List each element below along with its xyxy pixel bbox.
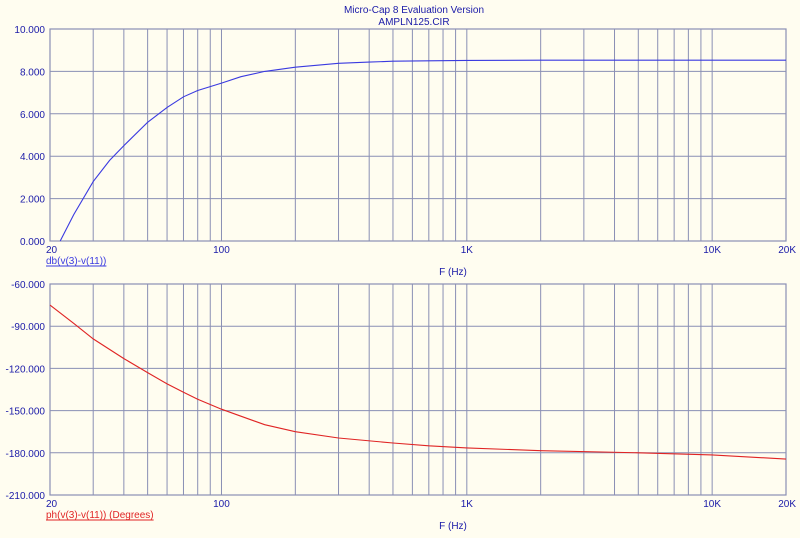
y-tick-label: -60.000 xyxy=(11,280,45,291)
x-axis-label: F (Hz) xyxy=(439,521,467,532)
series-line xyxy=(49,304,787,460)
y-tick-label: -180.000 xyxy=(6,449,46,460)
x-tick-label: 20K xyxy=(778,499,796,510)
y-tick-label: 0.000 xyxy=(20,237,45,248)
y-tick-label: -150.000 xyxy=(6,407,46,418)
plot-panels: 0.000 2.000 4.000 6.000 8.000 10.000 20 100 1K 10… xyxy=(6,25,797,532)
x-axis-label: F (Hz) xyxy=(439,267,467,278)
y-tick-label: -210.000 xyxy=(6,491,46,502)
x-tick-label: 20 xyxy=(46,499,58,510)
x-tick-label: 100 xyxy=(213,245,230,256)
plot-frame xyxy=(49,28,787,242)
series-name-label: ph(v(3)-v(11)) (Degrees) xyxy=(46,510,154,521)
y-tick-label: 6.000 xyxy=(20,110,45,121)
y-tick-label: -120.000 xyxy=(6,364,46,375)
y-tick-label: 8.000 xyxy=(20,67,45,78)
y-tick-label: 4.000 xyxy=(20,152,45,163)
chart-panel-1: 0.000 2.000 4.000 6.000 8.000 10.000 20 100 1K 10… xyxy=(14,25,796,278)
x-tick-label: 1K xyxy=(461,499,474,510)
y-tick-label: -90.000 xyxy=(11,322,45,333)
series-line xyxy=(59,59,786,242)
x-tick-label: 100 xyxy=(213,499,230,510)
x-tick-label: 10K xyxy=(703,245,721,256)
x-tick-label: 20 xyxy=(46,245,58,256)
series-name-label: db(v(3)-v(11)) xyxy=(46,256,106,267)
plot-frame xyxy=(49,283,787,496)
app-title: Micro-Cap 8 Evaluation Version xyxy=(344,5,484,16)
x-tick-label: 1K xyxy=(461,245,474,256)
chart-panel-2: -210.000 -180.000 -150.000 -120.000 -90.000 -… xyxy=(6,280,797,532)
circuit-file-name: AMPLN125.CIR xyxy=(378,17,449,28)
x-tick-label: 20K xyxy=(778,245,796,256)
y-tick-label: 10.000 xyxy=(14,25,45,36)
x-tick-label: 10K xyxy=(703,499,721,510)
y-tick-label: 2.000 xyxy=(20,195,45,206)
